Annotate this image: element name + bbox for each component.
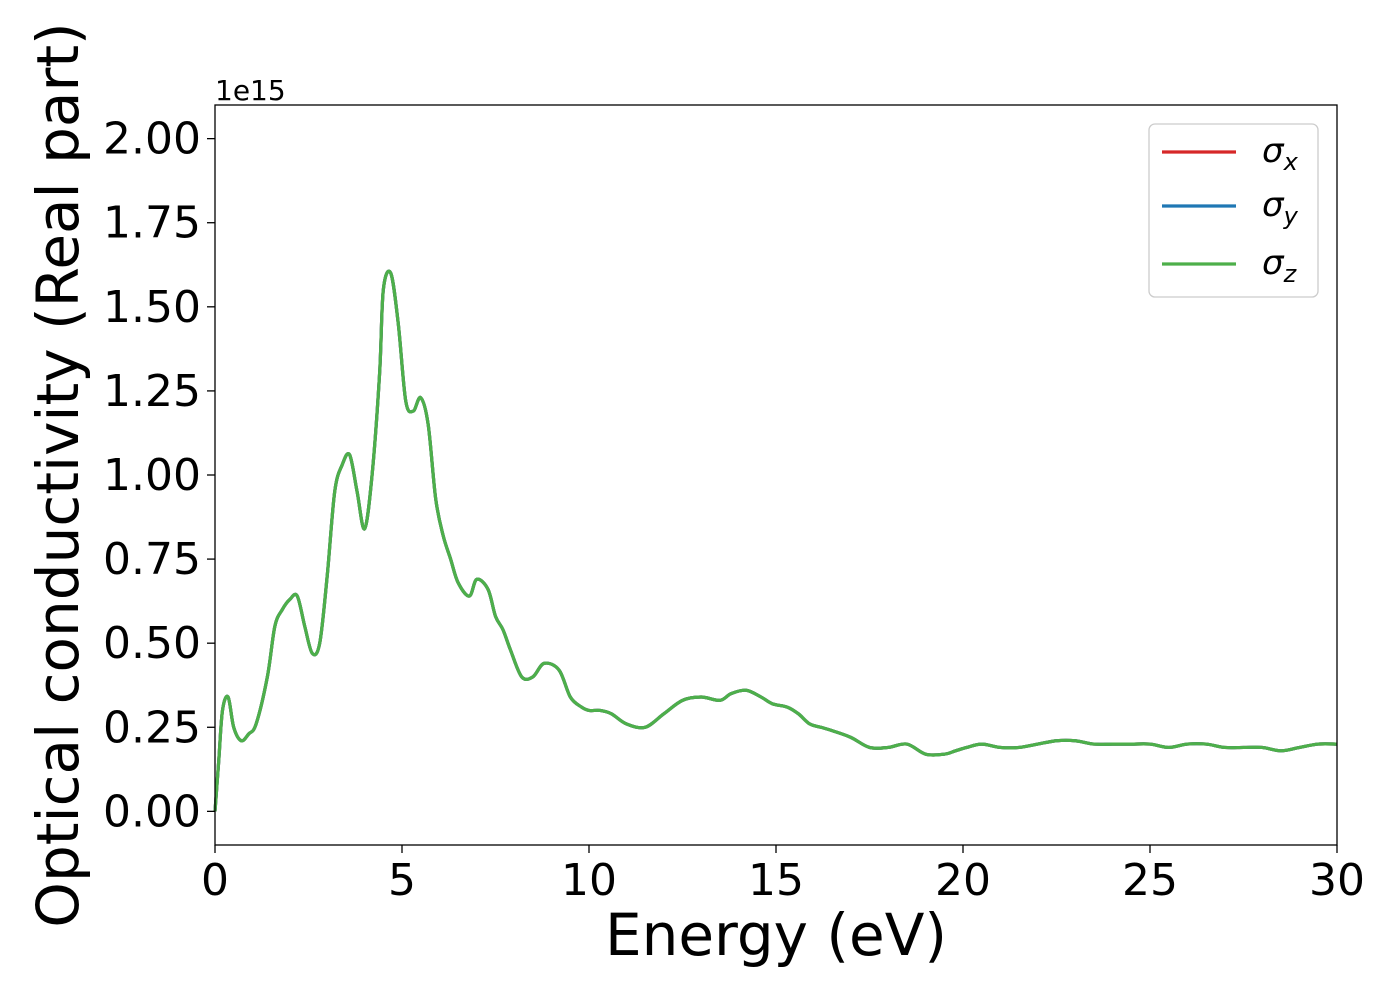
legend-label-z: σz [1262,243,1298,288]
y-axis-label: Optical conductivity (Real part) [24,22,92,927]
y-tick-label: 0.75 [103,534,201,585]
y-axis-ticks: 0.00 0.25 0.50 0.75 1.00 1.25 1.50 1.75 2.00 [103,114,215,837]
series-line-z [213,269,1338,812]
x-tick-label: 0 [201,855,229,906]
y-tick-label: 2.00 [103,114,201,165]
x-tick-label: 20 [935,855,991,906]
x-tick-label: 25 [1122,855,1178,906]
x-axis-ticks: 0 5 10 15 20 25 30 [201,845,1365,906]
y-tick-label: 0.00 [103,786,201,837]
y-tick-label: 1.00 [103,450,201,501]
legend-label-x: σx [1262,131,1299,176]
x-tick-label: 10 [561,855,617,906]
y-tick-label: 0.25 [103,702,201,753]
x-tick-label: 30 [1309,855,1365,906]
x-tick-label: 15 [748,855,804,906]
y-tick-label: 1.50 [103,282,201,333]
legend-box [1148,123,1319,298]
series-line-y [213,269,1338,812]
plot-lines [213,269,1338,812]
series-line-x [213,269,1338,812]
y-tick-label: 0.50 [103,618,201,669]
x-axis-label: Energy (eV) [605,901,947,969]
legend: σx σy σz [1148,123,1319,298]
legend-label-y: σy [1262,185,1299,230]
y-axis-offset-text: 1e15 [215,74,286,107]
x-tick-label: 5 [388,855,416,906]
y-tick-label: 1.75 [103,198,201,249]
y-tick-label: 1.25 [103,366,201,417]
